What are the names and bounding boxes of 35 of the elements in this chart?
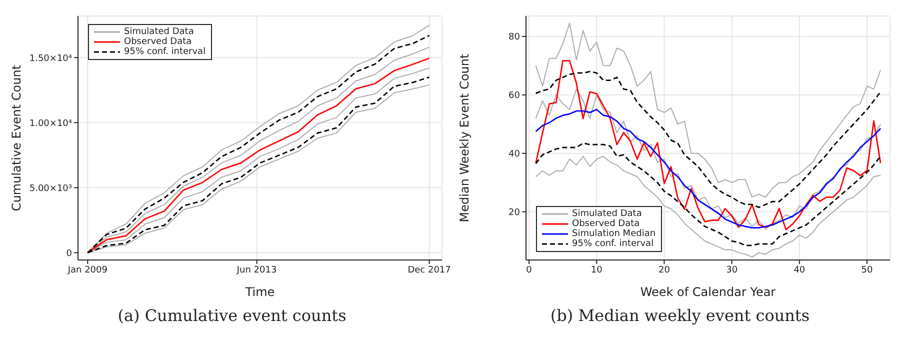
y-tick-label: 5.00×10³ [29, 184, 72, 194]
legend-label: 95% conf. interval [572, 239, 654, 249]
line-series [535, 156, 882, 258]
y-tick-label: 1.00×10⁴ [29, 118, 72, 129]
legend-label: Simulated Data [572, 209, 642, 219]
x-tick-label: Jan 2009 [66, 265, 108, 276]
x-tick-label: 40 [794, 265, 806, 276]
y-axis-title: Cumulative Event Count [9, 64, 24, 212]
legend-label: Observed Data [572, 219, 640, 229]
line-series [535, 70, 882, 208]
legend-label: Observed Data [124, 37, 192, 47]
line-series [535, 60, 882, 230]
y-tick-label: 60 [508, 91, 520, 102]
y-tick-label: 1.50×10⁴ [29, 54, 72, 64]
y-tick-label: 80 [508, 32, 520, 43]
line-series [535, 22, 882, 198]
y-tick-label: 20 [508, 208, 520, 218]
line-series [535, 142, 882, 246]
legend-label: Simulation Median [572, 229, 656, 239]
legend-label: Simulated Data [124, 27, 194, 37]
y-axis-title: Median Weekly Event Count [457, 54, 472, 222]
legend-label: 95% conf. interval [124, 47, 206, 57]
y-tick-label: 40 [508, 150, 520, 160]
text: (b) Median weekly event counts [549, 306, 811, 325]
text: (a) Cumulative event counts [116, 306, 348, 325]
x-axis-title: Time [244, 285, 275, 299]
x-tick-label: 0 [526, 265, 532, 276]
x-tick-label: 30 [726, 265, 738, 276]
y-tick-label: 0 [66, 248, 72, 259]
x-tick-label: Dec 2017 [408, 265, 451, 276]
x-tick-label: Jun 2013 [236, 265, 277, 276]
x-tick-label: 10 [590, 265, 603, 276]
x-tick-label: 50 [861, 265, 874, 276]
x-tick-label: 20 [658, 265, 670, 276]
x-axis-title: Week of Calendar Year [640, 285, 776, 299]
